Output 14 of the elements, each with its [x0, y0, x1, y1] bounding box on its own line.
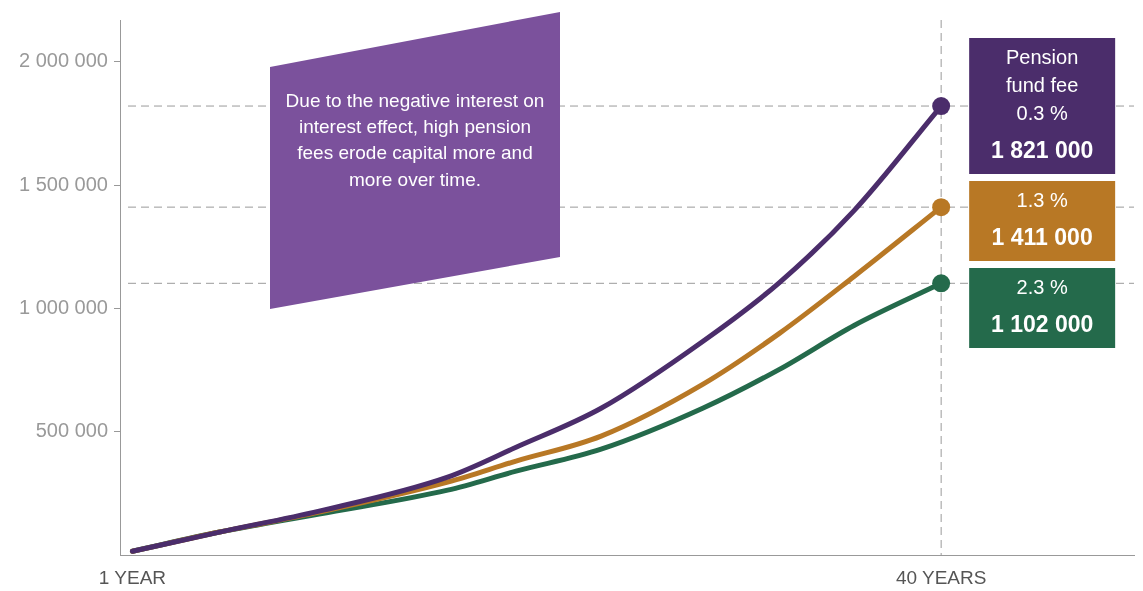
text: 1.3 %: [1016, 188, 1068, 211]
y-tick-label: 500 000: [35, 419, 108, 442]
y-tick-label: 2 000 000: [19, 49, 108, 72]
data-label: 1 102 000: [990, 311, 1094, 338]
data-label: 1 411 000: [991, 224, 1093, 251]
annotation: Due to the negative interest on interest effect, high pension fees erode capital more and more over time.: [285, 89, 545, 192]
y-tick-label: 1 000 000: [19, 295, 108, 318]
legend-title: Pension fund fee: [1006, 45, 1079, 96]
text: 0.3 %: [1016, 101, 1068, 124]
x-tick-label: 40 YEARS: [895, 566, 987, 588]
text: 2.3 %: [1016, 275, 1068, 298]
y-tick-label: 1 500 000: [19, 172, 108, 195]
x-tick-label: 1 YEAR: [98, 566, 167, 588]
data-label: 1 821 000: [990, 137, 1094, 164]
